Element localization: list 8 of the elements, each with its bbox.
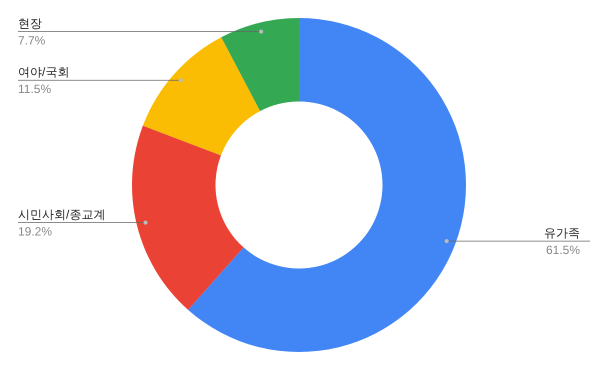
data-label: 7.7% (18, 34, 46, 48)
data-label: 19.2% (18, 224, 52, 239)
slice-label: 여야/국회 (18, 65, 70, 80)
slice-label: 현장 (18, 16, 42, 31)
slice-label: 시민사회/종교계 (18, 208, 106, 222)
data-label: 61.5% (546, 243, 580, 258)
slice-label: 유가족 (544, 226, 580, 240)
data-label: 11.5% (18, 82, 52, 96)
